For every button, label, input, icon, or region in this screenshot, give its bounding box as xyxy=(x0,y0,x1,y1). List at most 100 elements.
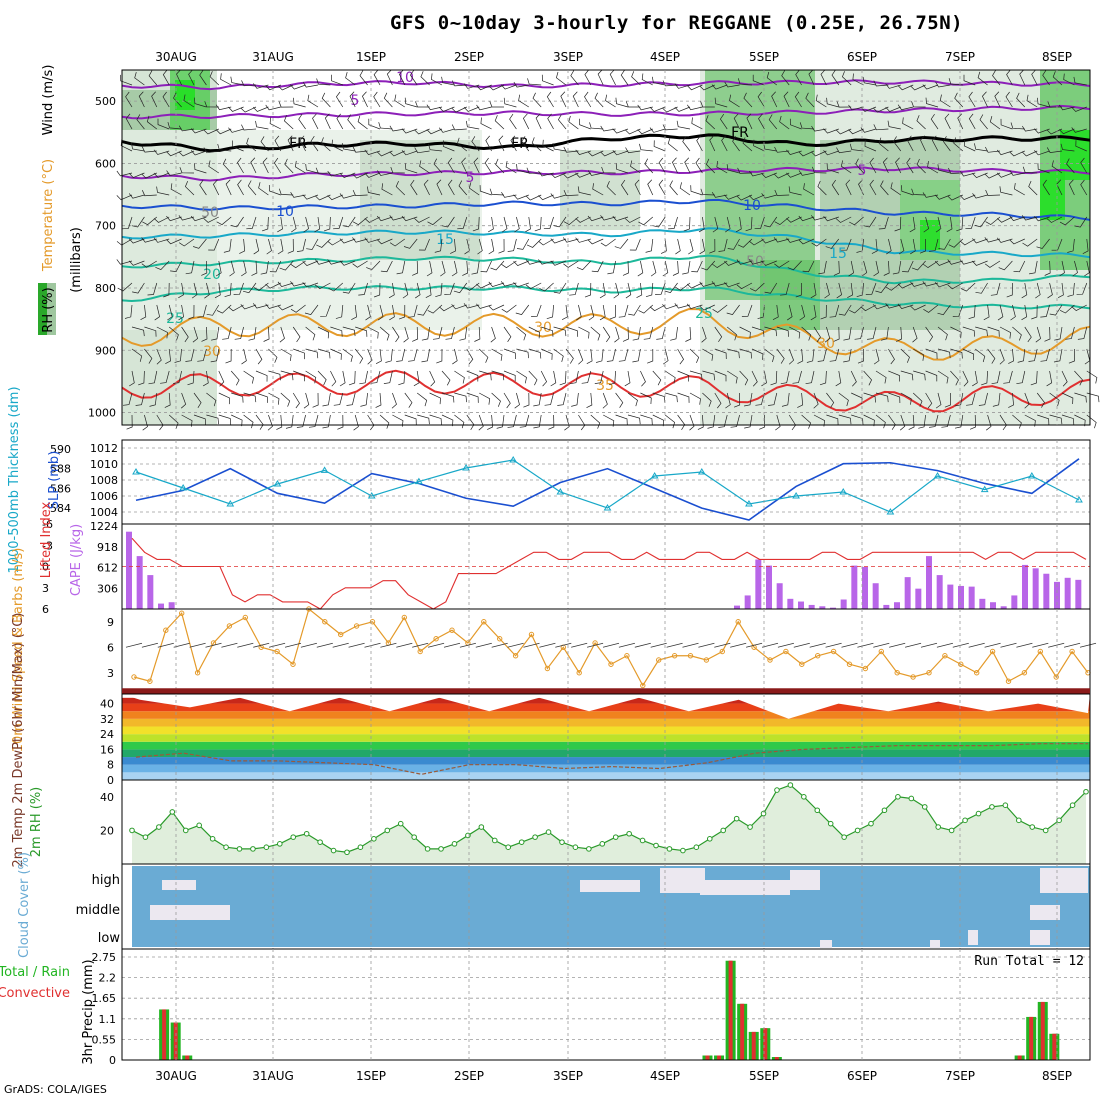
wind-barb xyxy=(843,348,852,363)
wind-barb xyxy=(390,166,405,174)
precip-frame xyxy=(121,948,1091,1061)
wind-barb xyxy=(433,158,443,174)
wind-barb xyxy=(890,182,901,196)
wind-barb xyxy=(360,392,368,407)
wind-barb xyxy=(997,304,1004,321)
wind-barb xyxy=(293,348,305,360)
wind-barb xyxy=(817,180,827,196)
wind-barb xyxy=(640,370,646,387)
wind-barb xyxy=(216,216,232,226)
wind-barb xyxy=(1074,414,1086,427)
wind-barb xyxy=(575,237,591,243)
wind-barb xyxy=(367,414,375,431)
wind-barb xyxy=(144,348,153,364)
wind-barb xyxy=(737,167,753,174)
cape-bar xyxy=(158,603,164,609)
isotherm-label: 5 xyxy=(466,170,475,186)
temp-tick-40: 40 xyxy=(100,698,114,711)
wind-barb xyxy=(269,260,282,273)
wind-barb xyxy=(495,158,505,174)
wind-barb xyxy=(584,91,592,108)
wind-barb xyxy=(975,282,988,294)
date-top-4SEP: 4SEP xyxy=(650,50,680,64)
wind-barb xyxy=(302,282,319,288)
wind-barb xyxy=(937,326,948,341)
wind-barb xyxy=(230,76,244,86)
wind-barb xyxy=(403,238,418,249)
wind-barb xyxy=(1066,158,1075,174)
wind-barb xyxy=(392,326,400,343)
wind-barb xyxy=(854,326,864,340)
wind-barb xyxy=(268,184,281,196)
thickness-tick-590: 590 xyxy=(50,443,71,456)
wind-barb xyxy=(509,113,517,130)
wind-barb xyxy=(996,216,1013,223)
rh-area xyxy=(132,785,1086,864)
wind-barb xyxy=(1022,166,1038,174)
wind-barb xyxy=(674,303,691,309)
wind-barb xyxy=(197,348,207,362)
wind-speed-marker xyxy=(512,653,519,659)
wind-barb xyxy=(745,216,753,232)
wind-barb xyxy=(488,216,494,233)
wind-speed-marker xyxy=(163,627,169,633)
wind-barb xyxy=(984,172,1001,179)
wind-barb xyxy=(302,81,319,88)
wind-barb xyxy=(376,150,393,157)
wind-barb xyxy=(805,92,815,108)
wind-barb xyxy=(1075,140,1087,152)
wind-barb xyxy=(726,164,740,174)
surface-wind-barb xyxy=(475,642,492,648)
wind-barb xyxy=(810,282,817,299)
wind-barb xyxy=(463,106,480,112)
cape-bar xyxy=(787,598,794,609)
wind-barb xyxy=(597,69,604,86)
wind-barb xyxy=(438,127,455,133)
wind-barb xyxy=(599,282,606,299)
wind-barb xyxy=(1016,370,1026,385)
wind-barb xyxy=(170,183,182,196)
wind-barb xyxy=(849,304,864,314)
wind-barb xyxy=(214,282,221,299)
wind-barb xyxy=(459,326,468,341)
wind-barb xyxy=(192,238,207,249)
wind-barb xyxy=(348,370,356,386)
ylabel-rh2m: 2m RH (%) xyxy=(29,787,44,858)
wind-barb xyxy=(968,91,976,108)
wind-barb xyxy=(894,216,902,232)
wind-barb xyxy=(427,304,443,314)
wind-barb xyxy=(727,348,740,359)
wind-speed-marker xyxy=(290,661,296,667)
wind-barb xyxy=(700,188,715,196)
li-tick: 6 xyxy=(42,603,49,616)
wind-barb xyxy=(1047,101,1063,108)
wind-barb xyxy=(972,172,988,179)
wind-barb xyxy=(543,216,554,230)
wind-barb xyxy=(166,150,182,157)
wind-barb xyxy=(412,260,419,276)
wind-barb xyxy=(875,414,886,429)
wind-barb xyxy=(880,326,889,341)
wind-barb xyxy=(294,160,306,174)
wind-barb xyxy=(494,115,505,130)
rh-marker xyxy=(451,841,458,847)
wind-barb xyxy=(516,348,529,359)
wind-barb xyxy=(432,326,443,340)
wind-barb xyxy=(922,84,939,90)
wind-speed-marker xyxy=(449,627,455,633)
wind-barb xyxy=(375,348,382,365)
date-bottom-3SEP: 3SEP xyxy=(553,1069,583,1083)
wind-barb xyxy=(1051,238,1063,251)
wind-barb xyxy=(709,238,716,254)
ylabel-temp2m: 2m Temp 2m DewPt (6hr Min/Max) (°C) xyxy=(11,613,26,868)
wind-barb xyxy=(811,215,827,221)
wind-barb xyxy=(218,414,232,425)
wind-barb xyxy=(378,122,393,130)
wind-barb xyxy=(352,146,368,153)
wind-barb xyxy=(203,216,219,223)
wind-barb xyxy=(1016,92,1026,108)
wind-barb xyxy=(668,216,678,230)
wind-barb xyxy=(527,78,542,86)
wind-barb xyxy=(236,157,244,174)
